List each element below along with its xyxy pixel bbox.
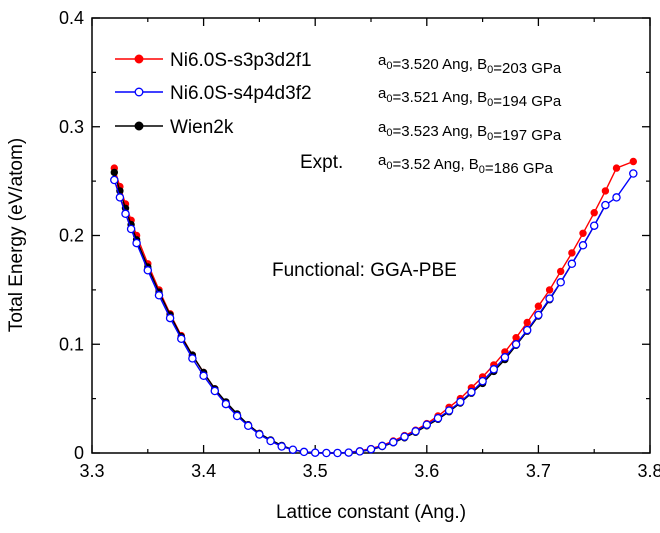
- data-point: [612, 193, 621, 202]
- legend-label: Ni6.0S-s4p4d3f2: [170, 83, 312, 104]
- functional-annotation: Functional: GGA-PBE: [272, 260, 457, 281]
- data-point: [333, 448, 342, 458]
- data-point: [132, 238, 141, 248]
- y-axis-label: Total Energy (eV/atom): [6, 138, 27, 332]
- data-point: [389, 437, 398, 447]
- data-point: [210, 386, 220, 396]
- data-point: [232, 411, 242, 421]
- data-point: [115, 193, 125, 202]
- data-point: [467, 387, 476, 397]
- legend-label: Wien2k: [170, 117, 234, 138]
- data-point: [126, 224, 136, 234]
- x-tick-label: 3.8: [637, 461, 660, 481]
- series-group: [110, 157, 638, 458]
- legend: Ni6.0S-s3p3d2f1 a0=3.520 Ang, B0=203 GPa N…: [115, 50, 562, 177]
- data-point: [422, 420, 432, 429]
- data-point: [433, 413, 443, 423]
- data-point: [444, 406, 454, 415]
- series-Ni6.0S-s4p4d3f2: [110, 169, 638, 458]
- y-tick-label: 0.3: [59, 117, 84, 137]
- x-tick-label: 3.3: [79, 461, 104, 481]
- legend-marker: [134, 121, 144, 131]
- axis-ticks: [91, 17, 651, 454]
- tick-labels: 3.3 3.4 3.5 3.6 3.7 3.8 0 0.1 0.2 0.3 0.4: [59, 8, 660, 481]
- data-point: [567, 259, 577, 269]
- y-tick-label: 0.1: [59, 334, 84, 354]
- data-point: [255, 430, 264, 439]
- data-point: [400, 432, 409, 441]
- legend-marker: [134, 54, 144, 64]
- data-point: [344, 448, 353, 457]
- data-point: [456, 397, 465, 407]
- data-point: [589, 221, 599, 230]
- data-point: [478, 376, 487, 386]
- y-tick-label: 0: [74, 443, 84, 463]
- data-point: [366, 444, 376, 454]
- data-point: [121, 209, 130, 219]
- data-point: [221, 399, 231, 409]
- data-point: [523, 318, 531, 327]
- data-point: [500, 353, 510, 362]
- data-point: [629, 157, 637, 166]
- data-point: [188, 354, 197, 363]
- data-point: [601, 200, 610, 210]
- data-point: [154, 291, 164, 300]
- data-point: [612, 164, 621, 172]
- series-Ni6.0S-s3p3d2f1: [110, 157, 637, 457]
- data-point: [288, 445, 298, 454]
- data-point: [578, 241, 588, 250]
- data-point: [545, 286, 554, 294]
- data-point: [522, 325, 532, 335]
- data-point: [545, 294, 554, 303]
- data-point: [601, 187, 610, 195]
- data-point: [534, 302, 543, 310]
- legend-entry: Wien2k: [115, 117, 234, 138]
- legend-entry: Ni6.0S-s4p4d3f2: [115, 83, 312, 104]
- x-tick-label: 3.4: [191, 461, 216, 481]
- data-point: [177, 334, 186, 344]
- y-tick-label: 0.2: [59, 226, 84, 246]
- data-point: [355, 447, 365, 456]
- data-point: [243, 421, 253, 431]
- data-point: [489, 365, 499, 374]
- data-point: [511, 340, 521, 349]
- data-point: [277, 442, 286, 451]
- data-point: [299, 447, 309, 457]
- series-line: [113, 172, 607, 454]
- data-point: [411, 427, 420, 436]
- data-point: [199, 371, 208, 381]
- data-point: [165, 313, 175, 323]
- data-point: [310, 448, 320, 457]
- data-point: [110, 168, 118, 177]
- x-axis-label: Lattice constant (Ang.): [276, 502, 466, 523]
- x-tick-label: 3.5: [303, 461, 328, 481]
- fit-parameters: a0=3.521 Ang, B0=194 GPa: [378, 85, 562, 110]
- data-point: [110, 175, 119, 185]
- legend-marker: [134, 87, 144, 97]
- fit-parameters: a0=3.523 Ang, B0=197 GPa: [378, 119, 562, 144]
- data-point: [266, 436, 275, 446]
- legend-entry: Ni6.0S-s3p3d2f1: [115, 50, 312, 71]
- data-point: [590, 208, 598, 217]
- data-point: [322, 448, 331, 458]
- legend-label: Ni6.0S-s3p3d2f1: [170, 50, 312, 71]
- data-point: [568, 249, 576, 257]
- data-point: [534, 310, 543, 320]
- data-point: [579, 229, 587, 237]
- fit-parameters: a0=3.520 Ang, B0=203 GPa: [378, 52, 562, 77]
- series-line: [113, 160, 634, 454]
- data-point: [557, 267, 565, 276]
- data-point: [629, 169, 638, 178]
- fit-parameters: a0=3.52 Ang, B0=186 GPa: [378, 152, 554, 177]
- data-point: [512, 334, 520, 342]
- y-tick-label: 0.4: [59, 8, 84, 28]
- x-tick-label: 3.7: [526, 461, 551, 481]
- series-line: [113, 173, 634, 454]
- x-tick-label: 3.6: [414, 461, 439, 481]
- data-point: [143, 266, 153, 275]
- data-point: [556, 278, 565, 287]
- expt-label: Expt.: [300, 152, 343, 173]
- data-point: [377, 441, 387, 451]
